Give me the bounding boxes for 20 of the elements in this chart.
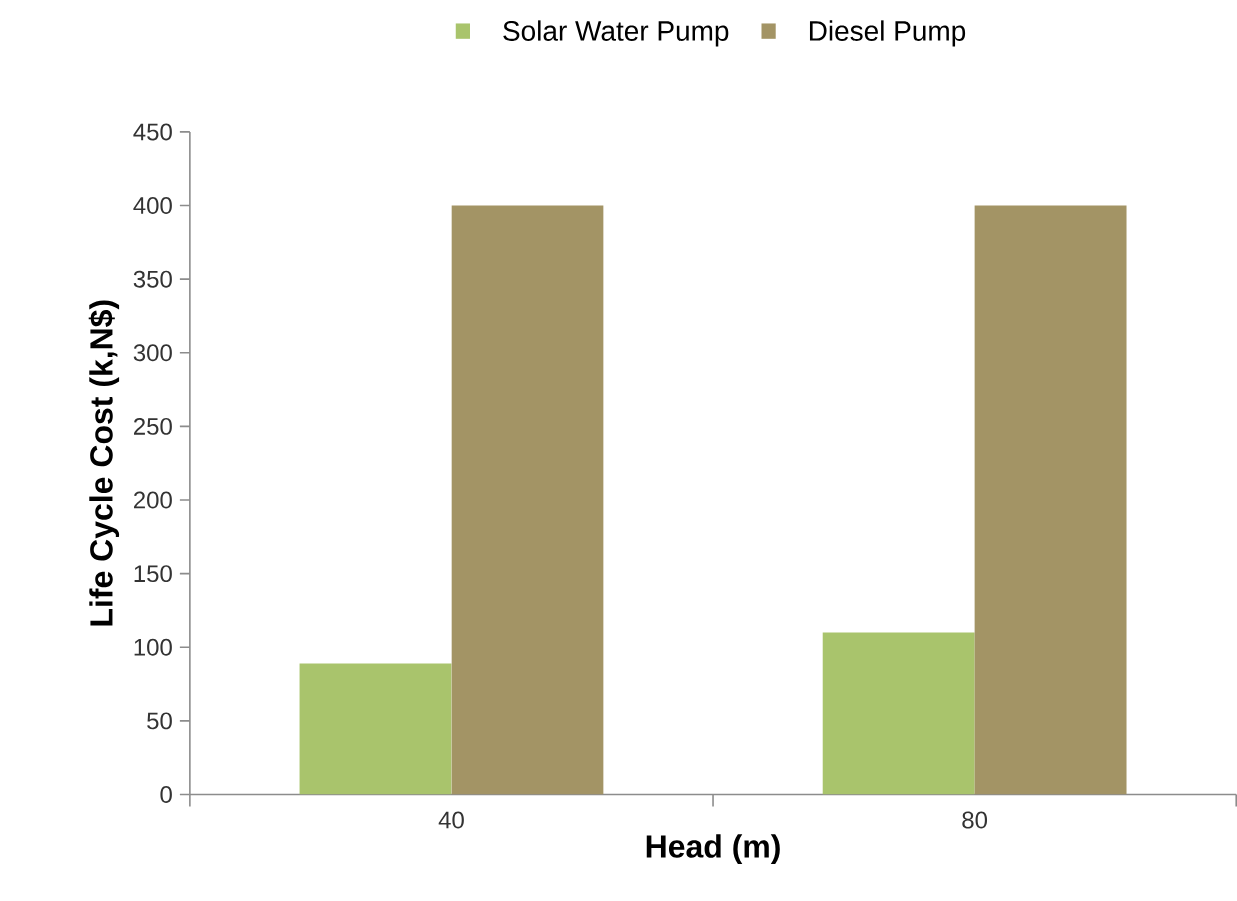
y-axis-title: Life Cycle Cost (k,N$) [88, 300, 120, 626]
y-tick-label: 200 [133, 491, 172, 509]
bar [974, 205, 1127, 795]
y-tick-label: 0 [160, 785, 172, 803]
y-tick-label: 300 [133, 344, 172, 362]
bar [822, 632, 975, 795]
y-tick-label: 400 [133, 196, 172, 214]
x-axis-title: Head (m) [646, 834, 780, 864]
legend-label: Solar Water Pump [503, 20, 729, 47]
legend-label: Diesel Pump [809, 20, 966, 47]
bar [299, 663, 452, 795]
y-tick-label: 150 [134, 564, 172, 582]
y-tick-label: 450 [133, 123, 172, 141]
x-tick-label: 80 [962, 811, 988, 829]
y-tick-label: 50 [147, 712, 172, 730]
y-tick-label: 250 [133, 417, 172, 435]
y-tick-label: 100 [134, 638, 172, 656]
y-tick-label: 350 [133, 270, 172, 288]
x-tick-label: 40 [438, 811, 464, 829]
bar [451, 205, 604, 795]
